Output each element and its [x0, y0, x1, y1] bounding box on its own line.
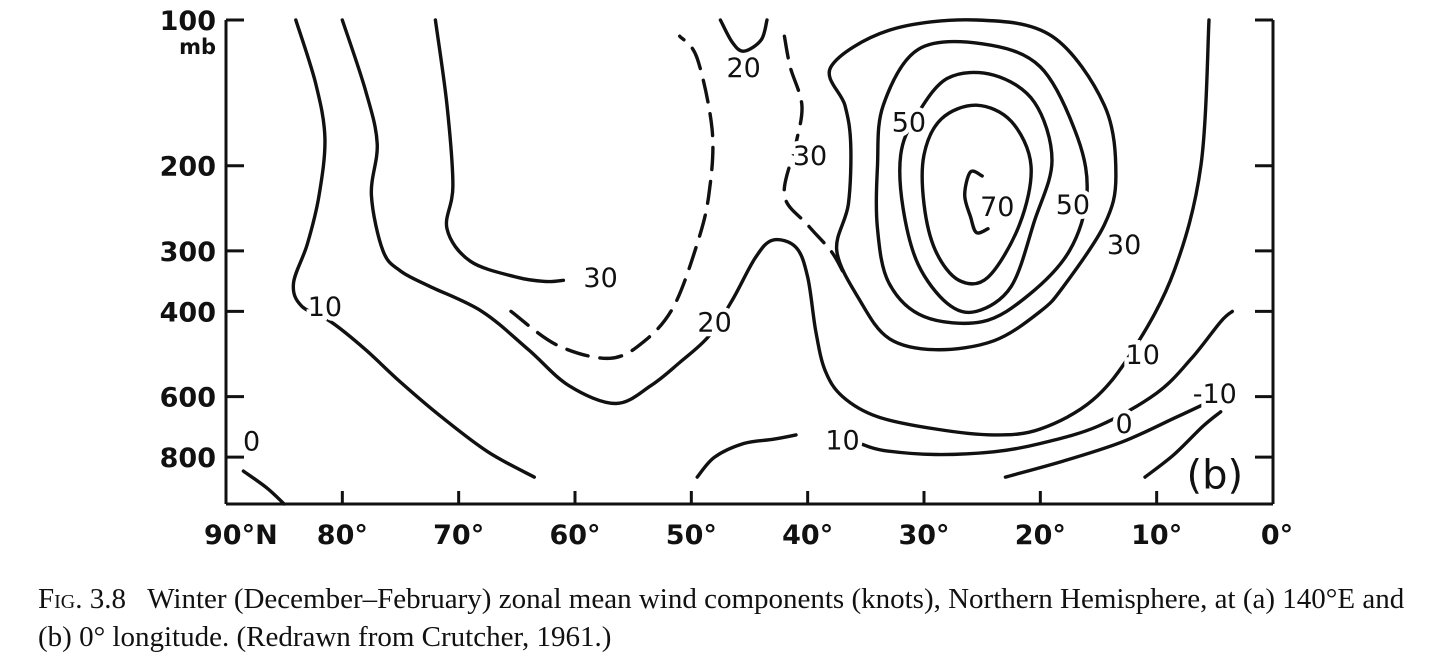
y-tick-label: 300	[160, 237, 216, 268]
contour-value-label: 50	[892, 107, 926, 138]
contour-line-dashed	[509, 34, 715, 361]
caption-text: Winter (December–February) zonal mean wi…	[38, 583, 1405, 653]
contour-value-label: 0	[243, 427, 260, 458]
contour-value-label: 10	[825, 425, 859, 456]
x-tick-label: 50°	[666, 520, 717, 551]
x-tick-label: 30°	[898, 520, 949, 551]
x-axis-ticks: 90°N 80° 70° 60° 50° 40° 30° 20° 10° 0°	[204, 491, 1293, 551]
y-axis-unit-label: mb	[179, 35, 216, 59]
contour-value-label: 30	[583, 263, 617, 294]
contour-line	[433, 18, 566, 284]
figure-caption: Fig. 3.8 Winter (December–February) zona…	[38, 580, 1428, 656]
x-tick-label: 40°	[782, 520, 833, 551]
contour-value-label: -10	[1193, 379, 1237, 410]
y-tick-label: 800	[160, 443, 216, 474]
contour-lines	[241, 18, 1234, 506]
panel-label: (b)	[1187, 453, 1244, 499]
contour-value-label: 50	[1056, 190, 1090, 221]
contour-value-label: 10	[308, 292, 342, 323]
contour-value-label: 10	[1126, 340, 1160, 371]
contour-line	[340, 18, 1211, 437]
x-tick-label: 60°	[549, 520, 600, 551]
contour-line	[1143, 410, 1223, 479]
x-tick-label: 70°	[433, 520, 484, 551]
contour-value-label: 70	[980, 192, 1014, 223]
chart-axes	[224, 20, 1275, 506]
contour-value-label: 30	[1107, 230, 1141, 261]
contour-value-label: 0	[1115, 409, 1132, 440]
x-tick-label: 80°	[317, 520, 368, 551]
contour-line	[858, 309, 1234, 457]
contour-value-label: 20	[697, 308, 731, 339]
x-tick-label: 0°	[1261, 520, 1293, 551]
y-tick-label: 100	[160, 6, 216, 37]
y-tick-label: 200	[160, 152, 216, 183]
caption-fig-label: Fig.	[38, 583, 83, 615]
contour-line-dashed	[782, 34, 845, 273]
contour-line	[1003, 400, 1211, 479]
contour-chart: 90°N 80° 70° 60° 50° 40° 30° 20° 10° 0° 100200300…	[160, 6, 1294, 551]
x-tick-label: 10°	[1131, 520, 1182, 551]
x-tick-label: 90°N	[204, 520, 278, 551]
contour-line	[695, 433, 798, 479]
contour-value-label: 30	[793, 141, 827, 172]
y-tick-label: 600	[160, 383, 216, 414]
contour-line	[898, 70, 1054, 315]
contour-line	[874, 39, 1089, 326]
contour-line	[920, 103, 1033, 286]
x-tick-label: 20°	[1015, 520, 1066, 551]
contour-line	[241, 469, 286, 506]
contour-line	[291, 18, 536, 479]
contour-line	[963, 169, 990, 235]
caption-fig-number: 3.8	[89, 583, 126, 615]
contour-line	[827, 18, 1118, 352]
contour-line	[718, 18, 769, 53]
contour-value-label: 20	[727, 53, 761, 84]
y-tick-label: 400	[160, 297, 216, 328]
